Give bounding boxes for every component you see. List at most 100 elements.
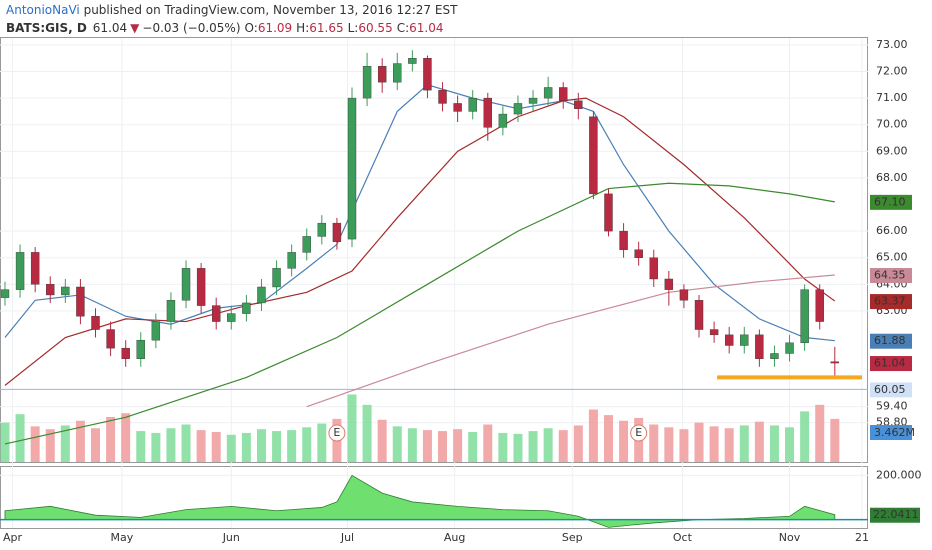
candle-body: [121, 347, 130, 359]
candle-body: [362, 65, 372, 99]
candle-body: [302, 236, 311, 253]
candle-body: [830, 361, 840, 364]
candle-body: [106, 329, 115, 349]
volume-bar: [483, 424, 493, 462]
candle-body: [227, 313, 236, 322]
candle-body: [332, 222, 342, 242]
volume-bar: [256, 429, 266, 462]
candle-body: [815, 289, 824, 322]
candle-body: [30, 252, 40, 285]
volume-bar: [272, 431, 282, 462]
volume-bar: [91, 428, 101, 462]
h: H:: [296, 21, 309, 35]
candle-body: [604, 193, 613, 232]
price-label: 64.35: [874, 269, 906, 282]
volume-bar: [136, 431, 146, 462]
event-marker: [328, 424, 346, 442]
candle-body: [724, 334, 734, 346]
candle-body: [393, 63, 402, 83]
candle-body: [543, 87, 553, 99]
volume-bar: [694, 422, 704, 462]
volume-bar: [619, 420, 629, 462]
ma-line: [4, 182, 835, 445]
y-tick-label: 68.00: [876, 171, 908, 184]
candle-body: [800, 289, 809, 344]
candle-body: [423, 58, 432, 91]
volume-bar: [513, 433, 523, 462]
last-price-label-box: [870, 356, 912, 372]
candle-body: [46, 284, 55, 296]
volume-bar: [724, 428, 734, 462]
volume-bar: [649, 424, 659, 462]
volume-bar: [60, 425, 70, 462]
volume-bar: [588, 409, 598, 462]
candle-body: [287, 252, 296, 269]
candle-body: [740, 334, 749, 346]
event-label: E: [333, 426, 340, 439]
volume-bar: [377, 419, 387, 462]
volume-bar: [362, 404, 372, 462]
candle-body: [91, 316, 100, 330]
volume-bar: [211, 432, 221, 462]
c-v: 61.04: [409, 21, 443, 35]
candle-body: [559, 87, 568, 101]
published: published on TradingView.com, November 1…: [80, 3, 458, 17]
candle-body: [770, 353, 779, 359]
x-tick-label: Nov: [779, 531, 801, 544]
indicator-pane: [0, 466, 868, 529]
candle-body: [438, 89, 447, 104]
change: −0.03 (−0.05%): [142, 21, 240, 35]
volume-bar: [468, 432, 478, 462]
x-tick-label: Jul: [340, 531, 354, 544]
volume-bar: [45, 429, 55, 462]
y-tick-label: 66.00: [876, 224, 908, 237]
candle-body: [242, 302, 251, 314]
volume-bar: [407, 428, 417, 462]
x-tick-label: Jun: [222, 531, 240, 544]
candle-body: [377, 65, 387, 83]
price-label-box: [870, 194, 912, 210]
volume-bar: [785, 427, 795, 462]
candle-body: [755, 334, 764, 359]
volume-bar: [498, 432, 508, 462]
volume-bar: [528, 431, 538, 462]
candle-body: [212, 305, 221, 322]
volume-bar: [392, 426, 402, 462]
volume-bar: [800, 411, 810, 462]
volume-bar: [815, 404, 825, 462]
indicator-tick-label: 200.000: [876, 468, 922, 481]
candle-body: [347, 97, 357, 240]
candle-body: [679, 289, 689, 301]
candle-body: [634, 249, 643, 258]
candle-body: [528, 97, 538, 104]
symbol: BATS:GIS, D: [6, 21, 87, 35]
y-tick-label: 69.00: [876, 144, 908, 157]
volume-bar: [422, 430, 432, 462]
price-label: 63.37: [874, 295, 906, 308]
volume-bar: [709, 426, 719, 462]
candle-body: [619, 230, 628, 250]
x-tick-label: Apr: [3, 531, 23, 544]
candle-body: [0, 289, 10, 298]
volume-bar: [573, 425, 583, 462]
volume-bar: [121, 413, 131, 462]
candle-body: [589, 116, 598, 195]
volume-bar: [769, 425, 779, 462]
volume-bar: [75, 420, 85, 462]
volume-bar: [438, 431, 448, 462]
last-price-label: 61.04: [874, 357, 906, 370]
x-tick-label: May: [111, 531, 134, 544]
volume-bar: [830, 418, 840, 462]
l: L:: [348, 21, 359, 35]
volume-bar: [287, 430, 297, 462]
price-label-box: [870, 294, 912, 310]
candle-body: [181, 268, 191, 301]
volume-bar: [166, 428, 176, 462]
y-tick-label: 72.00: [876, 65, 908, 78]
candle-body: [272, 268, 281, 288]
main-pane: [0, 37, 868, 463]
candle-body: [694, 300, 704, 330]
x-tick-label: Oct: [673, 531, 693, 544]
volume-bar: [754, 421, 764, 462]
volume-bar: [151, 432, 161, 462]
